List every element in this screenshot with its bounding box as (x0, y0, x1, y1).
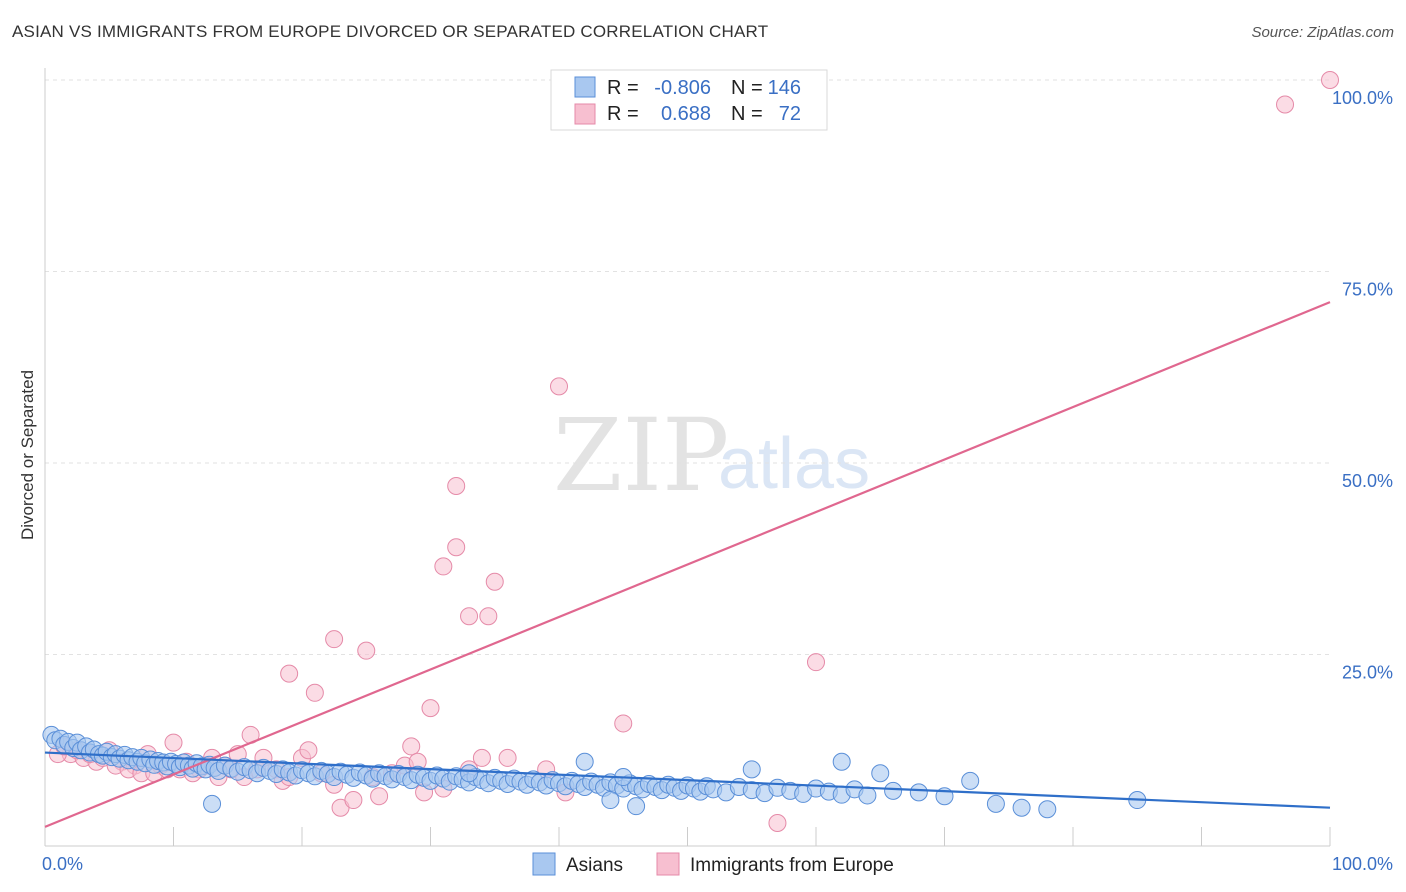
legend-swatch-europe (574, 103, 596, 125)
europe-point (299, 741, 318, 760)
asian-point (884, 781, 903, 800)
europe-point (614, 714, 633, 733)
europe-point (325, 630, 344, 649)
europe-point (402, 737, 421, 756)
asian-point (986, 794, 1005, 813)
y-tick-label: 25.0% (1342, 663, 1393, 683)
europe-point (498, 748, 517, 767)
watermark-zip: ZIP (553, 397, 729, 514)
asian-point (961, 771, 980, 790)
legend-n-value-asians: 146 (768, 77, 801, 99)
legend-r-label-europe: R = (607, 103, 639, 125)
legend-r-label-asians: R = (607, 77, 639, 99)
asian-point (575, 752, 594, 771)
bottom-legend-asians: Asians (566, 855, 623, 876)
europe-trend-line (44, 301, 1331, 828)
legend-swatch-asians (574, 76, 596, 98)
chart-title: ASIAN VS IMMIGRANTS FROM EUROPE DIVORCED… (12, 22, 769, 41)
asian-point (1038, 800, 1057, 819)
europe-point (434, 557, 453, 576)
europe-point (479, 607, 498, 626)
watermark-atlas: atlas (718, 424, 870, 504)
tick-labels: 25.0% 50.0% 75.0% 100.0% 0.0% 100.0% (42, 88, 1393, 874)
asian-point (871, 764, 890, 783)
source-label: Source: ZipAtlas.com (1251, 24, 1394, 41)
x-tick-label-max: 100.0% (1332, 854, 1393, 874)
asian-trend-line (44, 751, 1331, 809)
europe-point (1276, 95, 1295, 114)
legend-r-value-europe: 0.688 (661, 103, 711, 125)
europe-point (357, 641, 376, 660)
legend-n-label-europe: N = (731, 103, 763, 125)
legend-n-label-asians: N = (731, 77, 763, 99)
asian-point (909, 783, 928, 802)
europe-point (1321, 71, 1339, 89)
europe-point (370, 787, 389, 806)
bottom-legend: Asians Immigrants from Europe (532, 852, 894, 876)
asian-point (601, 791, 620, 810)
axes (44, 68, 1331, 847)
europe-point (344, 791, 363, 810)
y-tick-label: 50.0% (1342, 471, 1393, 491)
grid (45, 79, 1330, 655)
asian-point (460, 764, 479, 783)
asian-point (1012, 798, 1031, 817)
asian-points (42, 725, 1147, 819)
europe-point (164, 733, 183, 752)
europe-point (305, 683, 324, 702)
legend: R = -0.806 N = 146 R = 0.688 N = 72 (550, 69, 828, 131)
europe-point (280, 664, 299, 683)
asian-point (203, 794, 222, 813)
asian-point (858, 786, 877, 805)
trend-lines (44, 301, 1331, 828)
europe-point (550, 377, 568, 396)
y-tick-label: 75.0% (1342, 280, 1393, 300)
legend-n-value-europe: 72 (779, 103, 801, 125)
europe-point (485, 572, 504, 591)
bottom-legend-swatch-asians (532, 852, 556, 876)
europe-point (447, 476, 466, 495)
europe-point (768, 814, 787, 833)
y-axis-label: Divorced or Separated (18, 370, 37, 540)
europe-point (807, 653, 825, 672)
bottom-legend-europe: Immigrants from Europe (690, 855, 894, 876)
x-tick-label-min: 0.0% (42, 854, 83, 874)
europe-point (460, 607, 479, 626)
y-tick-label: 100.0% (1332, 88, 1393, 108)
europe-point (421, 699, 440, 718)
legend-r-value-asians: -0.806 (654, 77, 711, 99)
asian-point (742, 760, 761, 779)
asian-point (627, 797, 646, 816)
europe-point (447, 538, 466, 557)
europe-point (472, 748, 491, 767)
bottom-legend-swatch-europe (656, 852, 680, 876)
asian-point (832, 752, 851, 771)
